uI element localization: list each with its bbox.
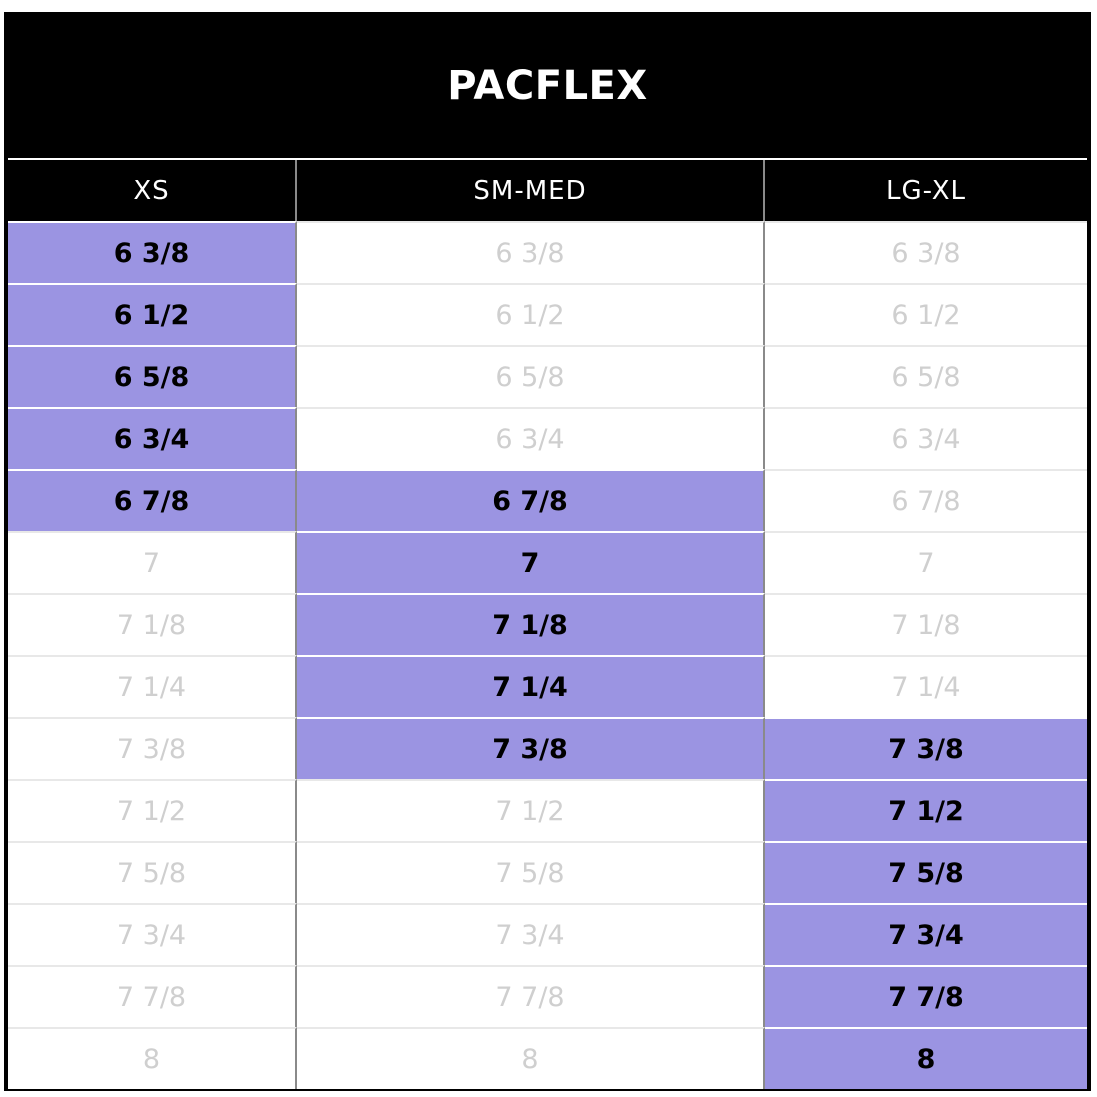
size-chart: PACFLEX XS SM-MED LG-XL 6 3/8 6 3/8 6 3/8 6… <box>4 12 1091 1091</box>
table-row: 7 3/4 7 3/4 7 3/4 <box>8 903 1087 965</box>
size-cell: 6 1/2 <box>765 283 1087 345</box>
size-cell: 7 1/8 <box>765 593 1087 655</box>
size-cell: 7 3/4 <box>765 903 1087 965</box>
size-cell: 6 7/8 <box>297 469 765 531</box>
size-cell: 6 5/8 <box>8 345 297 407</box>
size-cell: 6 7/8 <box>8 469 297 531</box>
size-cell: 7 3/8 <box>297 717 765 779</box>
size-cell: 6 3/4 <box>8 407 297 469</box>
table-row: 6 1/2 6 1/2 6 1/2 <box>8 283 1087 345</box>
size-cell: 6 7/8 <box>765 469 1087 531</box>
table-row: 7 5/8 7 5/8 7 5/8 <box>8 841 1087 903</box>
column-header-sm-med: SM-MED <box>297 160 765 221</box>
size-cell: 7 5/8 <box>765 841 1087 903</box>
size-cell: 7 1/2 <box>297 779 765 841</box>
size-cell: 7 1/2 <box>765 779 1087 841</box>
table-row: 7 3/8 7 3/8 7 3/8 <box>8 717 1087 779</box>
table-row: 6 5/8 6 5/8 6 5/8 <box>8 345 1087 407</box>
size-cell: 7 3/8 <box>8 717 297 779</box>
size-cell: 6 5/8 <box>765 345 1087 407</box>
table-row: 6 3/4 6 3/4 6 3/4 <box>8 407 1087 469</box>
size-cell: 7 3/4 <box>8 903 297 965</box>
size-cell: 7 7/8 <box>297 965 765 1027</box>
size-cell: 7 1/4 <box>765 655 1087 717</box>
size-cell: 6 1/2 <box>297 283 765 345</box>
size-cell: 7 1/4 <box>8 655 297 717</box>
size-cell: 7 1/2 <box>8 779 297 841</box>
size-cell: 7 3/4 <box>297 903 765 965</box>
header-row: XS SM-MED LG-XL <box>8 160 1087 221</box>
table-row: 7 7/8 7 7/8 7 7/8 <box>8 965 1087 1027</box>
size-cell: 6 3/8 <box>8 221 297 283</box>
size-cell: 6 3/4 <box>297 407 765 469</box>
size-table: XS SM-MED LG-XL 6 3/8 6 3/8 6 3/8 6 1/2 6 1/… <box>8 160 1087 1089</box>
size-cell: 6 5/8 <box>297 345 765 407</box>
size-cell: 7 <box>8 531 297 593</box>
size-cell: 7 <box>765 531 1087 593</box>
size-cell: 7 3/8 <box>765 717 1087 779</box>
size-cell: 7 1/8 <box>297 593 765 655</box>
size-cell: 7 7/8 <box>765 965 1087 1027</box>
size-cell: 7 5/8 <box>297 841 765 903</box>
size-cell: 8 <box>765 1027 1087 1089</box>
table-row: 7 1/2 7 1/2 7 1/2 <box>8 779 1087 841</box>
column-header-lg-xl: LG-XL <box>765 160 1087 221</box>
size-cell: 7 <box>297 531 765 593</box>
chart-title: PACFLEX <box>447 62 648 109</box>
size-cell: 7 7/8 <box>8 965 297 1027</box>
size-cell: 6 3/8 <box>765 221 1087 283</box>
table-row: 6 7/8 6 7/8 6 7/8 <box>8 469 1087 531</box>
divider <box>8 158 1087 160</box>
size-cell: 7 1/8 <box>8 593 297 655</box>
size-cell: 7 1/4 <box>297 655 765 717</box>
size-cell: 8 <box>8 1027 297 1089</box>
table-row: 6 3/8 6 3/8 6 3/8 <box>8 221 1087 283</box>
table-row: 7 1/4 7 1/4 7 1/4 <box>8 655 1087 717</box>
size-cell: 6 3/8 <box>297 221 765 283</box>
size-cell: 8 <box>297 1027 765 1089</box>
size-cell: 7 5/8 <box>8 841 297 903</box>
column-header-xs: XS <box>8 160 297 221</box>
table-row: 7 1/8 7 1/8 7 1/8 <box>8 593 1087 655</box>
size-cell: 6 1/2 <box>8 283 297 345</box>
size-cell: 6 3/4 <box>765 407 1087 469</box>
